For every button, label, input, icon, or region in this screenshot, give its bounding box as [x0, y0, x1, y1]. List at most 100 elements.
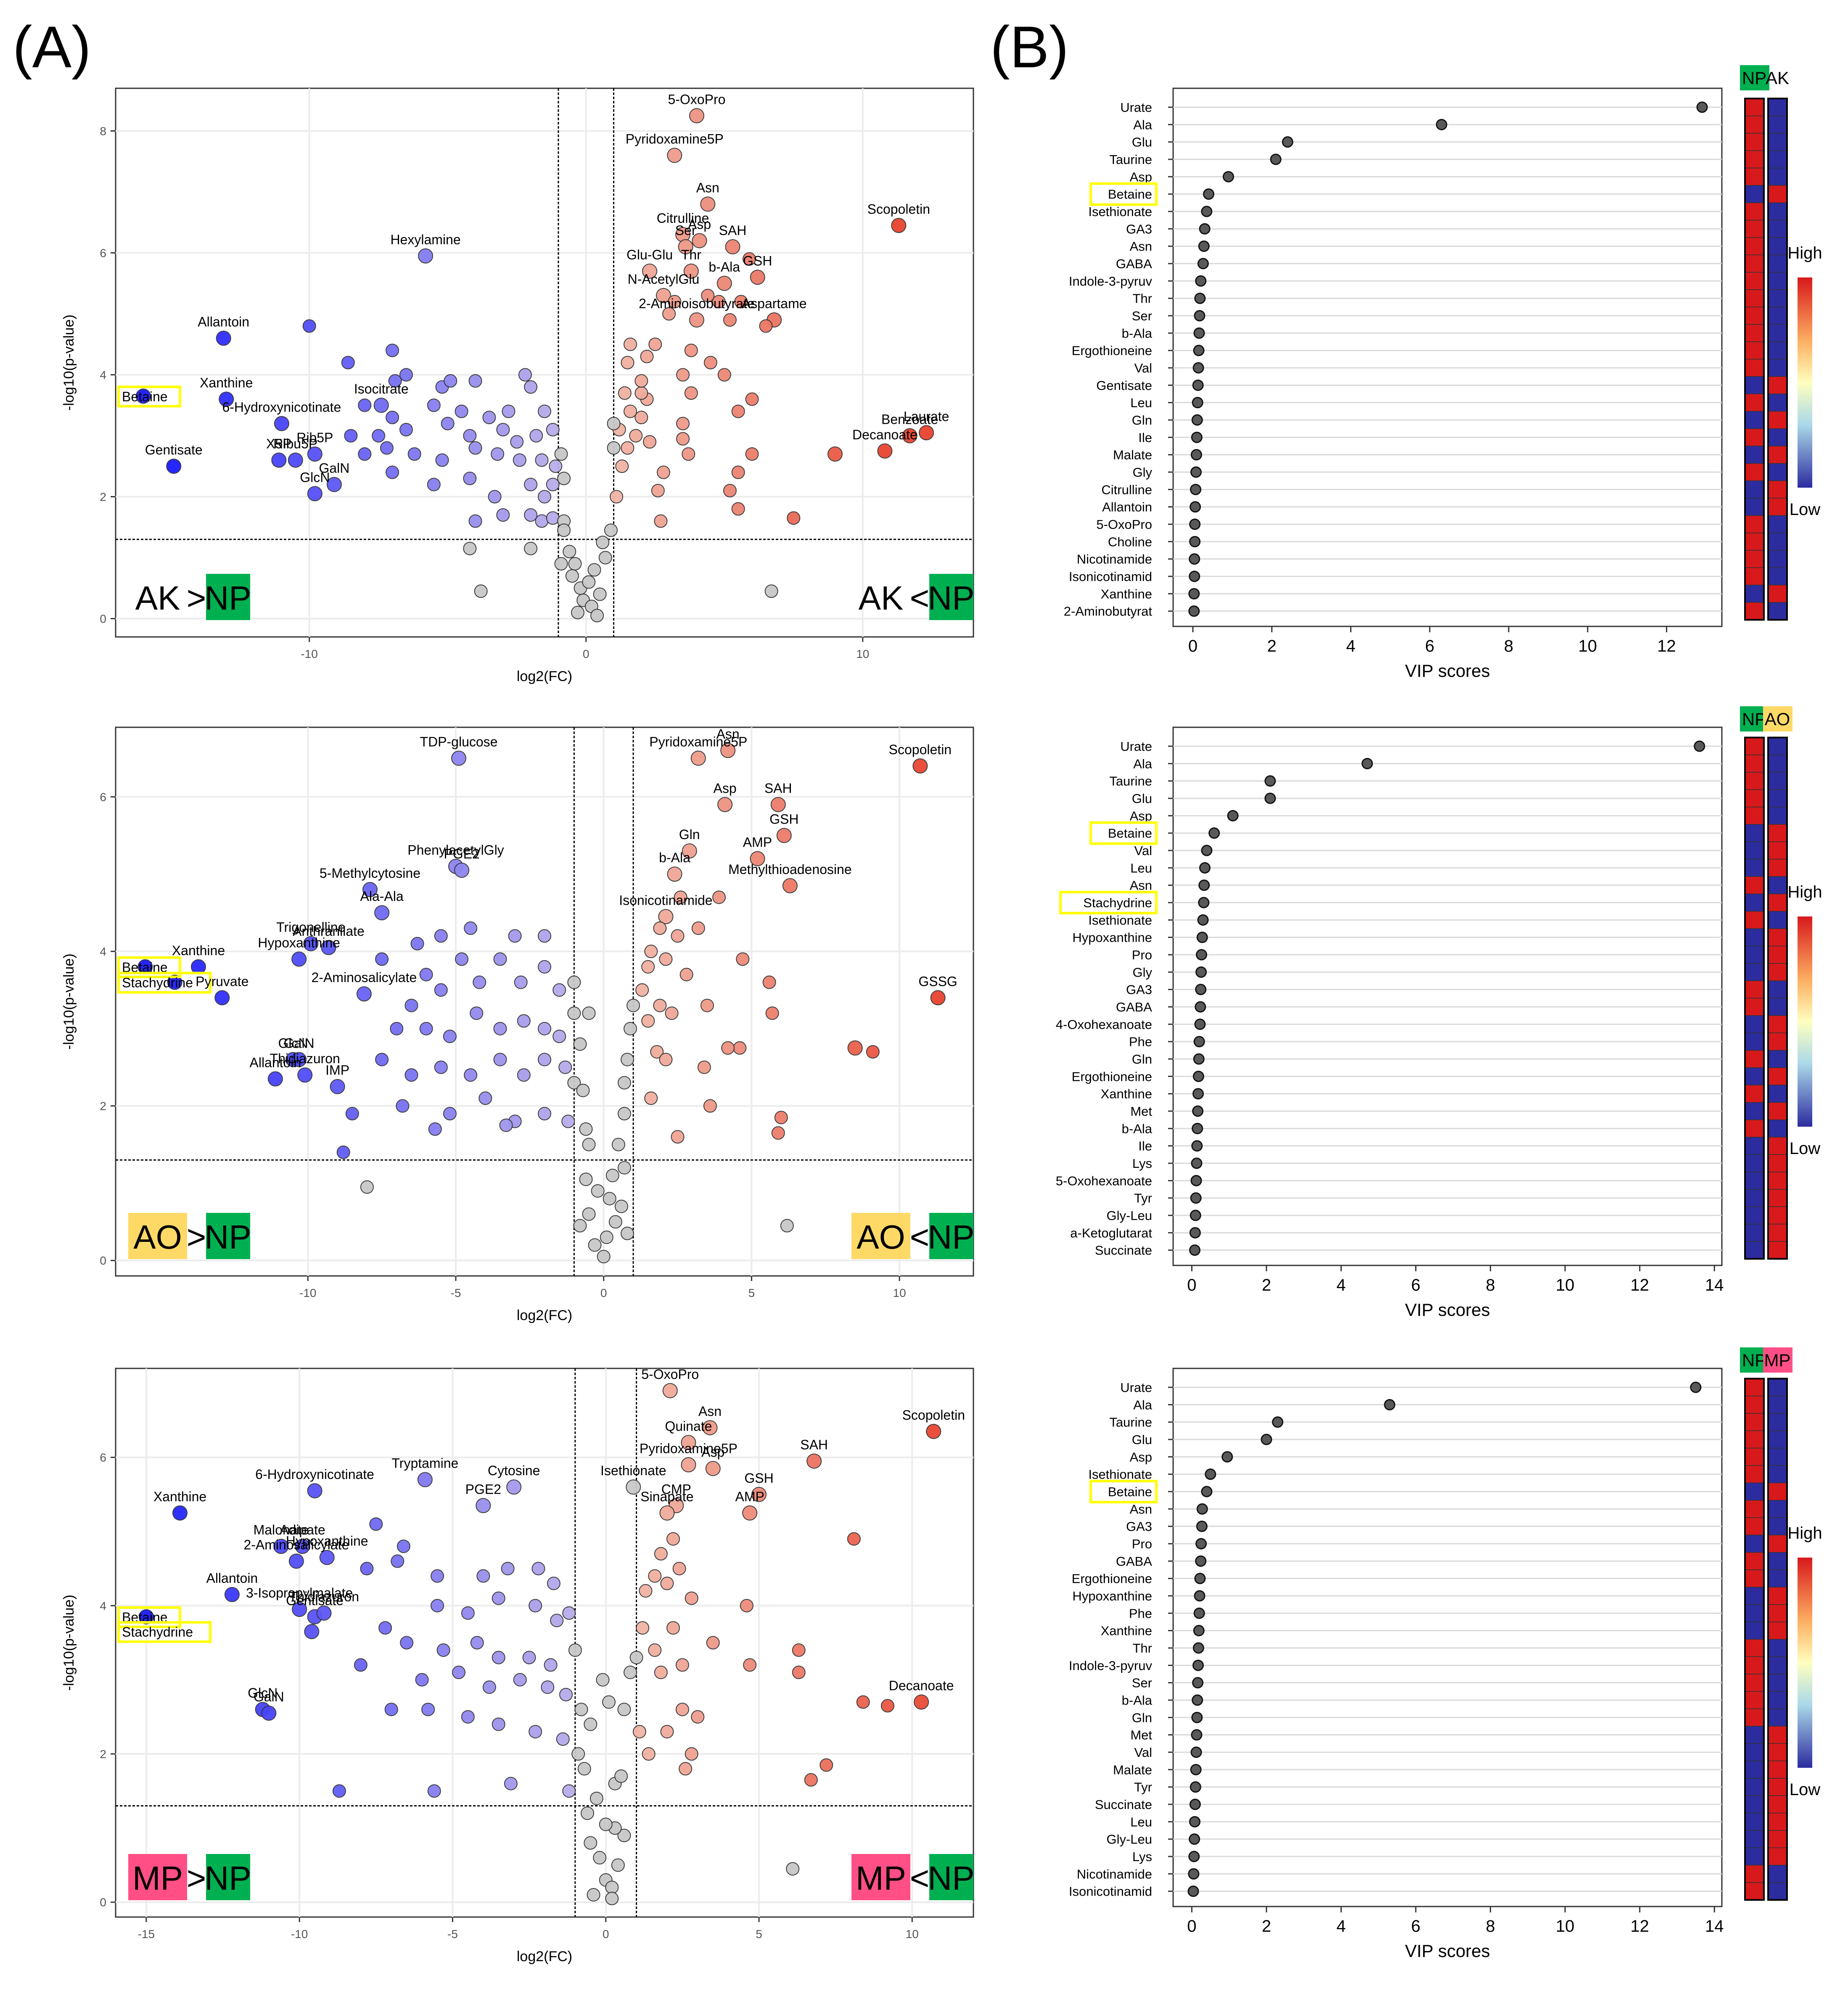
- point-label: CMP: [661, 1481, 691, 1497]
- heat-cell-group: [1768, 1085, 1787, 1103]
- data-point: [607, 417, 621, 430]
- vip-point: [1188, 605, 1200, 617]
- heat-cell-np: [1745, 480, 1764, 499]
- point-label: Benzoate: [881, 412, 938, 427]
- category-label: b-Ala: [1122, 1693, 1153, 1708]
- data-point: [553, 1030, 566, 1043]
- left-tag-label-a: AO: [133, 1218, 182, 1256]
- heat-cell-np: [1745, 428, 1764, 446]
- vip-point: [1201, 206, 1213, 217]
- category-label: Tyr: [1134, 1780, 1152, 1795]
- vip-point: [1199, 862, 1211, 874]
- data-point: [535, 453, 549, 467]
- heat-cell-group: [1768, 1206, 1787, 1225]
- data-point: [492, 1650, 505, 1664]
- data-point: [792, 1666, 806, 1680]
- data-point: [421, 1703, 435, 1717]
- category-label: Hypoxanthine: [1072, 930, 1152, 945]
- data-point: [614, 1769, 628, 1783]
- heat-column-frame: [1767, 737, 1788, 1260]
- category-label: Xanthine: [1101, 1624, 1152, 1638]
- heat-cell-np: [1745, 254, 1764, 273]
- vip-point: [1195, 1538, 1207, 1550]
- data-point: [617, 1076, 631, 1090]
- data-point: [553, 983, 566, 997]
- point-label: GSH: [743, 254, 772, 269]
- heat-cell-group: [1768, 1587, 1787, 1605]
- vip-point: [1189, 1244, 1200, 1256]
- point-label: Pyridoxamine5P: [626, 132, 724, 147]
- data-point: [443, 1107, 457, 1121]
- data-point: [501, 1562, 515, 1576]
- data-point: [866, 1045, 880, 1059]
- heat-cell-np: [1745, 772, 1764, 790]
- vip-point: [1189, 553, 1200, 565]
- right-tag-label-b: NP: [928, 579, 974, 617]
- heat-cell-group: [1768, 133, 1787, 151]
- point-label: Xanthine: [200, 375, 253, 391]
- point-label: Thidiazuron: [289, 1589, 359, 1604]
- heat-cell-np: [1745, 498, 1764, 516]
- category-label: GABA: [1116, 1554, 1152, 1569]
- left-tag-label-b: NP: [204, 579, 251, 617]
- heat-cell-np: [1745, 1430, 1764, 1449]
- heat-cell-np: [1745, 602, 1764, 621]
- heat-cell-group: [1768, 1552, 1787, 1570]
- data-point: [391, 1554, 404, 1568]
- data-point: [546, 511, 560, 525]
- panel-label-a: (A): [13, 14, 91, 80]
- heat-cell-np: [1745, 789, 1764, 808]
- left-tag-label-b: NP: [204, 1859, 251, 1897]
- x-axis-label: VIP scores: [1405, 661, 1490, 681]
- heat-cell-group: [1768, 1517, 1787, 1536]
- data-point: [454, 863, 470, 878]
- data-point: [384, 1703, 398, 1717]
- category-label: Isethionate: [1088, 1467, 1152, 1482]
- point-label: 5-OxoPro: [641, 1367, 699, 1382]
- category-label: Glu: [1132, 1432, 1152, 1447]
- point-label: PhenylacetylGly: [407, 842, 504, 858]
- data-point: [558, 1060, 572, 1074]
- data-point: [765, 1006, 779, 1020]
- heat-cell-np: [1745, 1726, 1764, 1744]
- category-label: GA3: [1126, 1519, 1152, 1534]
- vip-point: [1194, 310, 1206, 322]
- category-label: Urate: [1120, 1380, 1152, 1395]
- data-point: [404, 998, 418, 1012]
- data-point: [682, 447, 695, 461]
- right-tag-op: <: [910, 579, 930, 617]
- data-point: [685, 1747, 698, 1761]
- data-point: [731, 465, 745, 479]
- right-tag-box-b: [929, 574, 973, 620]
- data-point: [573, 1219, 587, 1233]
- data-point: [919, 425, 934, 441]
- heat-cell-group: [1768, 1795, 1787, 1814]
- heat-cell-np: [1745, 1552, 1764, 1570]
- heat-cell-np: [1745, 1587, 1764, 1605]
- data-points: [138, 1383, 941, 1905]
- data-point: [568, 1643, 582, 1657]
- heat-cell-np: [1745, 806, 1764, 825]
- category-label: Stachydrine: [1083, 895, 1152, 910]
- data-point: [750, 851, 765, 866]
- data-point: [513, 453, 526, 467]
- data-point: [573, 1037, 587, 1051]
- vip-point: [1694, 740, 1705, 752]
- heat-cell-group: [1768, 1534, 1787, 1553]
- heat-cell-np: [1745, 1067, 1764, 1085]
- point-label: Anthranilate: [293, 924, 365, 939]
- data-point: [648, 338, 662, 351]
- vip-point: [1195, 984, 1207, 996]
- y-axis-label: -log10(p-value): [61, 1595, 77, 1691]
- data-point: [492, 1717, 505, 1731]
- data-point: [581, 1806, 594, 1820]
- data-point: [650, 1045, 664, 1059]
- data-point: [660, 1577, 674, 1590]
- group-header-label: NP: [1742, 1350, 1766, 1370]
- group-header-box: [1763, 706, 1792, 731]
- vip-point: [1190, 1781, 1201, 1793]
- vip-point: [1194, 1590, 1206, 1602]
- heat-cell-np: [1745, 1102, 1764, 1120]
- heat-cell-np: [1745, 1656, 1764, 1674]
- data-point: [427, 1784, 441, 1798]
